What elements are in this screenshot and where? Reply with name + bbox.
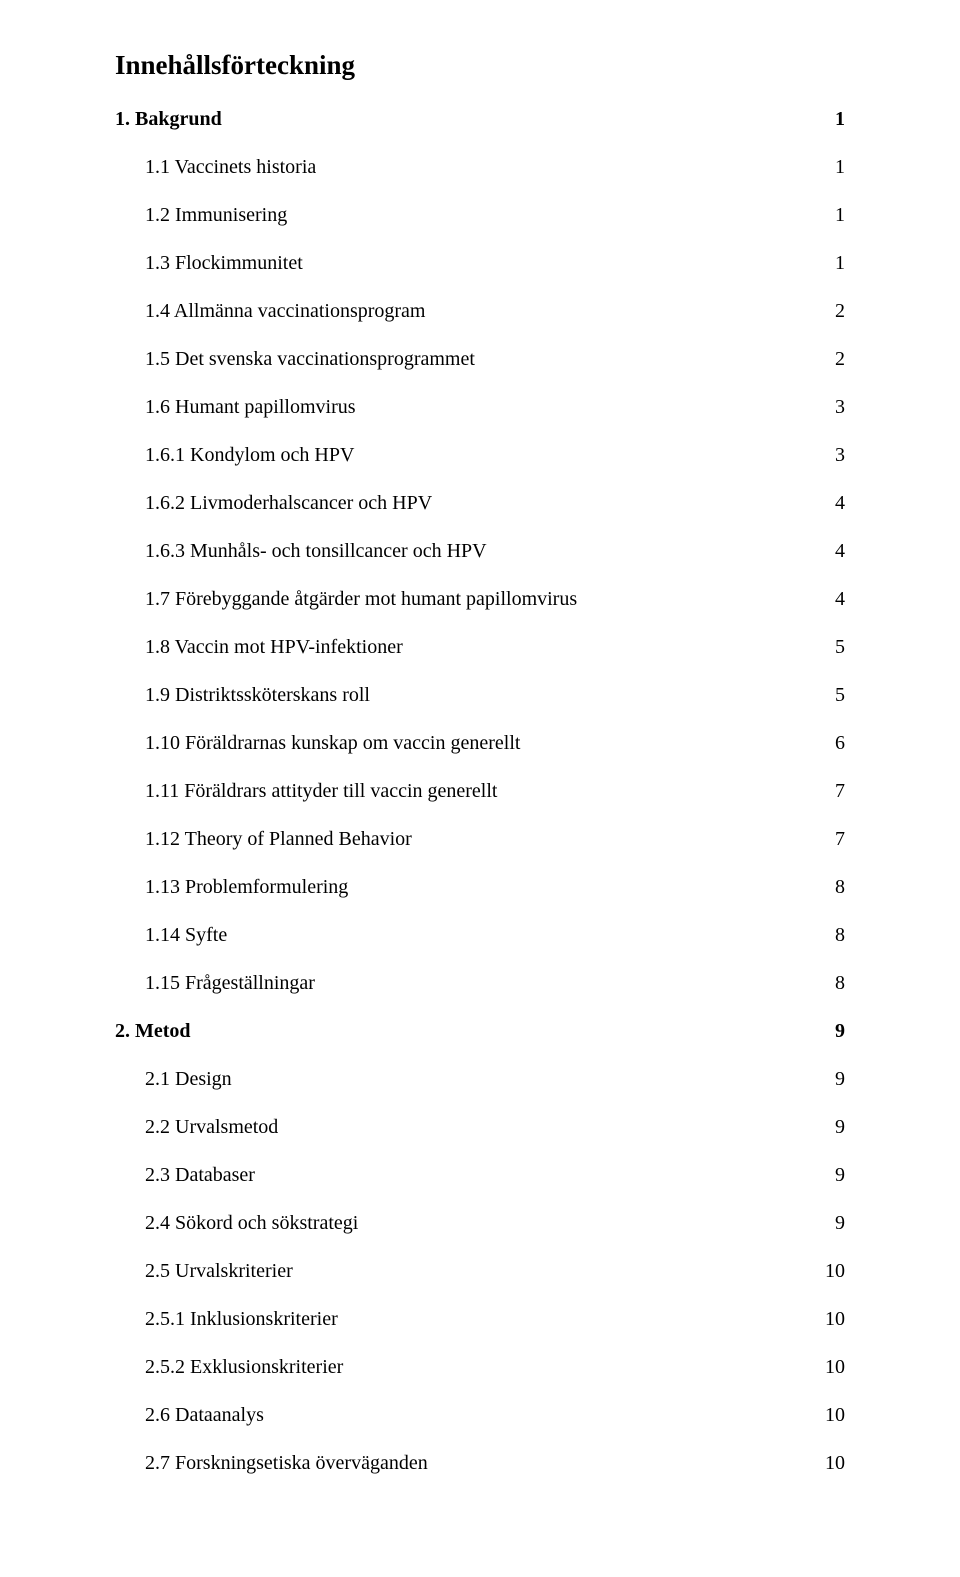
toc-entry-page: 8 bbox=[809, 877, 845, 897]
toc-row: 1.9 Distriktssköterskans roll5 bbox=[115, 685, 845, 705]
toc-entry-page: 1 bbox=[809, 253, 845, 273]
toc-row: 1.4 Allmänna vaccinationsprogram2 bbox=[115, 301, 845, 321]
toc-entry-page: 8 bbox=[809, 973, 845, 993]
toc-row: 1.6 Humant papillomvirus3 bbox=[115, 397, 845, 417]
toc-entry-page: 8 bbox=[809, 925, 845, 945]
toc-entry-label: 1.8 Vaccin mot HPV-infektioner bbox=[115, 637, 809, 657]
toc-entry-page: 10 bbox=[809, 1261, 845, 1281]
toc-entry-page: 10 bbox=[809, 1453, 845, 1473]
toc-entry-label: 1.6 Humant papillomvirus bbox=[115, 397, 809, 417]
toc-entry-page: 9 bbox=[809, 1069, 845, 1089]
toc-entry-page: 5 bbox=[809, 685, 845, 705]
toc-entry-label: 1.2 Immunisering bbox=[115, 205, 809, 225]
toc-entry-label: 1.6.2 Livmoderhalscancer och HPV bbox=[115, 493, 809, 513]
toc-entry-page: 7 bbox=[809, 781, 845, 801]
toc-entry-page: 6 bbox=[809, 733, 845, 753]
toc-entry-page: 10 bbox=[809, 1357, 845, 1377]
toc-entry-page: 3 bbox=[809, 445, 845, 465]
toc-entry-label: 1.5 Det svenska vaccinationsprogrammet bbox=[115, 349, 809, 369]
toc-entry-page: 3 bbox=[809, 397, 845, 417]
toc-row: 1.14 Syfte8 bbox=[115, 925, 845, 945]
toc-entry-label: 2.2 Urvalsmetod bbox=[115, 1117, 809, 1137]
toc-row: 1.8 Vaccin mot HPV-infektioner5 bbox=[115, 637, 845, 657]
toc-row: 1. Bakgrund1 bbox=[115, 109, 845, 129]
toc-row: 1.3 Flockimmunitet1 bbox=[115, 253, 845, 273]
toc-row: 2.2 Urvalsmetod9 bbox=[115, 1117, 845, 1137]
toc-entry-label: 1.10 Föräldrarnas kunskap om vaccin gene… bbox=[115, 733, 809, 753]
toc-row: 1.11 Föräldrars attityder till vaccin ge… bbox=[115, 781, 845, 801]
toc-row: 1.7 Förebyggande åtgärder mot humant pap… bbox=[115, 589, 845, 609]
toc-row: 2.7 Forskningsetiska överväganden10 bbox=[115, 1453, 845, 1473]
toc-entry-label: 1.11 Föräldrars attityder till vaccin ge… bbox=[115, 781, 809, 801]
toc-row: 1.12 Theory of Planned Behavior7 bbox=[115, 829, 845, 849]
toc-row: 1.13 Problemformulering8 bbox=[115, 877, 845, 897]
toc-entry-label: 1.7 Förebyggande åtgärder mot humant pap… bbox=[115, 589, 809, 609]
toc-entry-page: 7 bbox=[809, 829, 845, 849]
toc-row: 1.6.2 Livmoderhalscancer och HPV4 bbox=[115, 493, 845, 513]
toc-entry-label: 1.15 Frågeställningar bbox=[115, 973, 809, 993]
toc-entry-label: 2.4 Sökord och sökstrategi bbox=[115, 1213, 809, 1233]
toc-entry-label: 2.6 Dataanalys bbox=[115, 1405, 809, 1425]
toc-row: 1.10 Föräldrarnas kunskap om vaccin gene… bbox=[115, 733, 845, 753]
toc-entry-label: 2.5.1 Inklusionskriterier bbox=[115, 1309, 809, 1329]
toc-row: 2.6 Dataanalys10 bbox=[115, 1405, 845, 1425]
toc-entry-page: 9 bbox=[809, 1117, 845, 1137]
toc-row: 1.6.3 Munhåls- och tonsillcancer och HPV… bbox=[115, 541, 845, 561]
toc-entry-label: 1.1 Vaccinets historia bbox=[115, 157, 809, 177]
toc-entry-label: 2.5 Urvalskriterier bbox=[115, 1261, 809, 1281]
toc-entry-label: 1.14 Syfte bbox=[115, 925, 809, 945]
toc-row: 1.1 Vaccinets historia1 bbox=[115, 157, 845, 177]
toc-entry-label: 2.3 Databaser bbox=[115, 1165, 809, 1185]
toc-entry-label: 1.3 Flockimmunitet bbox=[115, 253, 809, 273]
toc-entry-page: 9 bbox=[809, 1021, 845, 1041]
toc-entry-page: 10 bbox=[809, 1309, 845, 1329]
toc-row: 2. Metod9 bbox=[115, 1021, 845, 1041]
toc-entry-label: 2. Metod bbox=[115, 1021, 809, 1041]
toc-entry-label: 2.1 Design bbox=[115, 1069, 809, 1089]
toc-entry-page: 2 bbox=[809, 349, 845, 369]
toc-entry-label: 1. Bakgrund bbox=[115, 109, 809, 129]
toc-entry-label: 2.7 Forskningsetiska överväganden bbox=[115, 1453, 809, 1473]
toc-row: 2.4 Sökord och sökstrategi9 bbox=[115, 1213, 845, 1233]
toc-entry-label: 2.5.2 Exklusionskriterier bbox=[115, 1357, 809, 1377]
toc-entry-page: 2 bbox=[809, 301, 845, 321]
toc-entry-page: 1 bbox=[809, 109, 845, 129]
toc-title: Innehållsförteckning bbox=[115, 50, 845, 81]
toc-entry-label: 1.6.3 Munhåls- och tonsillcancer och HPV bbox=[115, 541, 809, 561]
toc-row: 2.5.2 Exklusionskriterier10 bbox=[115, 1357, 845, 1377]
toc-row: 2.5 Urvalskriterier10 bbox=[115, 1261, 845, 1281]
toc-entry-page: 4 bbox=[809, 541, 845, 561]
toc-entry-page: 1 bbox=[809, 205, 845, 225]
toc-entry-label: 1.12 Theory of Planned Behavior bbox=[115, 829, 809, 849]
toc-row: 1.6.1 Kondylom och HPV3 bbox=[115, 445, 845, 465]
toc-row: 1.2 Immunisering1 bbox=[115, 205, 845, 225]
toc-entry-page: 9 bbox=[809, 1213, 845, 1233]
toc-entry-page: 4 bbox=[809, 493, 845, 513]
toc-row: 2.1 Design9 bbox=[115, 1069, 845, 1089]
toc-entry-page: 10 bbox=[809, 1405, 845, 1425]
toc-entry-label: 1.6.1 Kondylom och HPV bbox=[115, 445, 809, 465]
toc-entry-label: 1.4 Allmänna vaccinationsprogram bbox=[115, 301, 809, 321]
toc-entry-page: 1 bbox=[809, 157, 845, 177]
toc-row: 1.5 Det svenska vaccinationsprogrammet2 bbox=[115, 349, 845, 369]
toc-row: 2.5.1 Inklusionskriterier10 bbox=[115, 1309, 845, 1329]
toc-row: 2.3 Databaser9 bbox=[115, 1165, 845, 1185]
toc-entry-page: 4 bbox=[809, 589, 845, 609]
toc-entry-label: 1.13 Problemformulering bbox=[115, 877, 809, 897]
toc-entry-label: 1.9 Distriktssköterskans roll bbox=[115, 685, 809, 705]
toc-row: 1.15 Frågeställningar8 bbox=[115, 973, 845, 993]
toc-entry-page: 5 bbox=[809, 637, 845, 657]
toc-entry-page: 9 bbox=[809, 1165, 845, 1185]
toc-list: 1. Bakgrund11.1 Vaccinets historia11.2 I… bbox=[115, 109, 845, 1473]
